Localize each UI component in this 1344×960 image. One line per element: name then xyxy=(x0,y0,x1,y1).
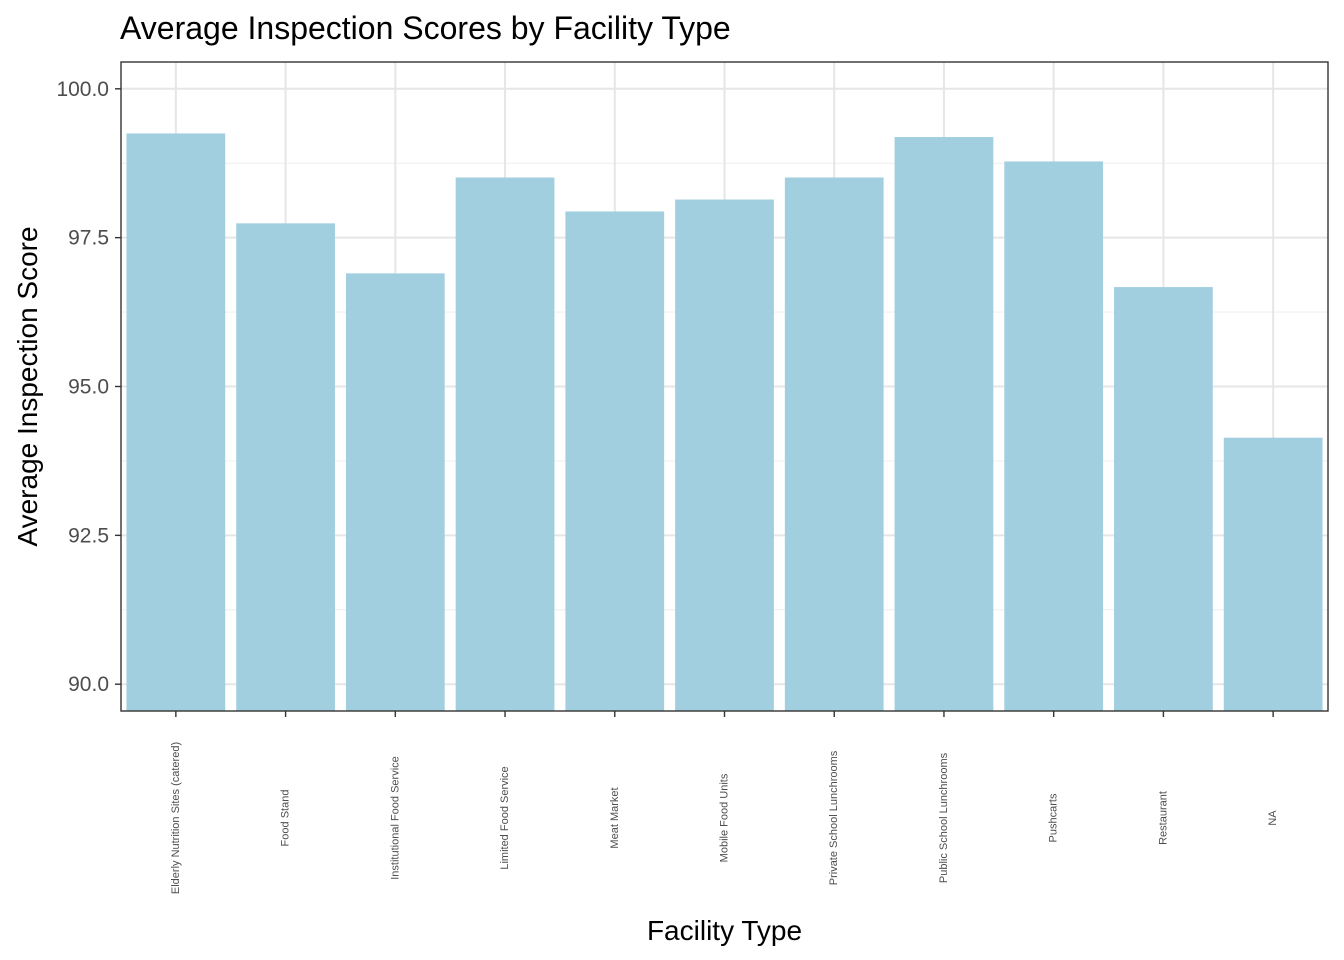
y-tick-label: 97.5 xyxy=(68,227,109,250)
chart-title: Average Inspection Scores by Facility Ty… xyxy=(120,10,731,46)
bar xyxy=(455,177,555,712)
y-axis: 90.0 92.5 95.0 97.5 100.0 xyxy=(56,78,121,696)
x-axis-title: Facility Type xyxy=(647,915,802,946)
x-tick-label: Mobile Food Units xyxy=(719,773,731,862)
x-tick-label: Meat Market xyxy=(609,787,621,848)
x-tick-label: Public School Lunchrooms xyxy=(938,752,950,883)
bar xyxy=(1223,437,1323,711)
bar xyxy=(126,133,226,712)
bar xyxy=(565,211,665,712)
x-tick-label: Limited Food Service xyxy=(499,766,511,869)
bar xyxy=(345,273,445,711)
bar xyxy=(675,199,774,712)
x-tick-label: Elderly Nutrition Sites (catered) xyxy=(170,742,182,894)
x-tick-label: Food Stand xyxy=(280,790,292,847)
x-tick-label: Restaurant xyxy=(1157,791,1169,845)
y-tick-label: 90.0 xyxy=(68,673,109,696)
x-tick-label: Pushcarts xyxy=(1048,793,1060,842)
bars xyxy=(126,133,1323,712)
bar xyxy=(894,137,994,711)
x-tick-label: NA xyxy=(1267,810,1279,826)
y-tick-label: 92.5 xyxy=(68,524,109,547)
x-axis: Elderly Nutrition Sites (catered) Food St… xyxy=(170,711,1279,894)
bar xyxy=(1114,287,1213,711)
y-tick-label: 95.0 xyxy=(68,376,109,399)
bar xyxy=(784,177,884,712)
y-axis-title: Average Inspection Score xyxy=(12,226,43,546)
bar xyxy=(1004,161,1104,711)
y-tick-label: 100.0 xyxy=(56,78,109,101)
x-tick-label: Institutional Food Service xyxy=(389,756,401,880)
x-tick-label: Private School Lunchrooms xyxy=(828,750,840,885)
bar xyxy=(236,223,335,712)
